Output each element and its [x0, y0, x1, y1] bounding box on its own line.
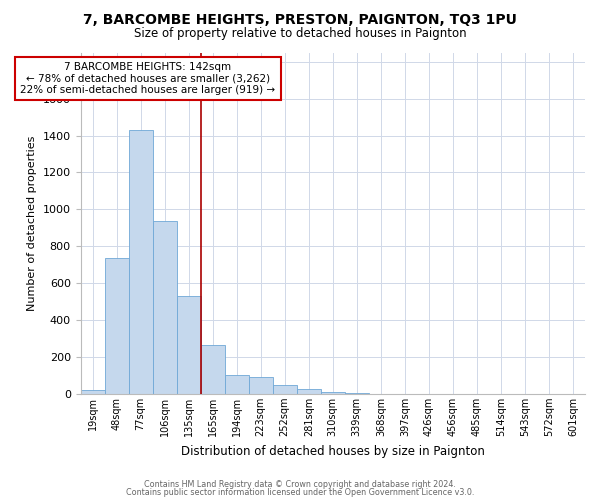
X-axis label: Distribution of detached houses by size in Paignton: Distribution of detached houses by size …	[181, 444, 485, 458]
Bar	[297, 390, 321, 394]
Text: Contains public sector information licensed under the Open Government Licence v3: Contains public sector information licen…	[126, 488, 474, 497]
Bar	[345, 393, 369, 394]
Bar	[152, 222, 176, 394]
Bar	[80, 390, 104, 394]
Bar	[128, 130, 152, 394]
Bar	[176, 296, 200, 394]
Bar	[249, 378, 273, 394]
Bar	[104, 258, 128, 394]
Bar	[200, 345, 224, 394]
Bar	[224, 376, 249, 394]
Text: 7 BARCOMBE HEIGHTS: 142sqm
← 78% of detached houses are smaller (3,262)
22% of s: 7 BARCOMBE HEIGHTS: 142sqm ← 78% of deta…	[20, 62, 275, 95]
Text: Contains HM Land Registry data © Crown copyright and database right 2024.: Contains HM Land Registry data © Crown c…	[144, 480, 456, 489]
Y-axis label: Number of detached properties: Number of detached properties	[27, 136, 37, 311]
Text: 7, BARCOMBE HEIGHTS, PRESTON, PAIGNTON, TQ3 1PU: 7, BARCOMBE HEIGHTS, PRESTON, PAIGNTON, …	[83, 12, 517, 26]
Bar	[321, 392, 345, 394]
Text: Size of property relative to detached houses in Paignton: Size of property relative to detached ho…	[134, 28, 466, 40]
Bar	[273, 384, 297, 394]
